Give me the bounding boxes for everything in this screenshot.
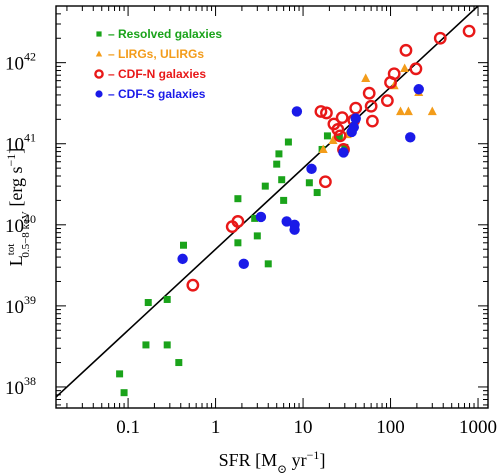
x-tick-label: 10 xyxy=(294,417,313,438)
data-point-circle xyxy=(338,147,349,158)
data-point-square xyxy=(234,239,242,247)
data-point-square xyxy=(305,179,313,187)
legend-item: – CDF-S galaxies xyxy=(95,87,206,101)
data-point-square xyxy=(251,214,259,222)
data-point-square xyxy=(163,295,171,303)
data-point-square xyxy=(323,132,331,140)
series-square xyxy=(116,132,349,397)
data-point-triangle xyxy=(403,106,413,116)
data-point-open-circle xyxy=(320,106,333,120)
y-tick-label: 1039 xyxy=(5,293,36,318)
data-point-open-circle xyxy=(433,31,447,45)
data-point-square xyxy=(163,341,171,349)
data-point-square xyxy=(341,143,349,151)
data-point-square xyxy=(175,359,183,367)
data-point-open-circle xyxy=(333,129,347,143)
data-point-circle xyxy=(281,216,292,227)
x-tick-label: 1000 xyxy=(459,417,497,438)
data-point-open-circle xyxy=(364,99,378,113)
y-tick-label: 1041 xyxy=(5,131,36,156)
data-point-square xyxy=(253,232,261,240)
data-point-open-circle xyxy=(318,175,332,189)
y-tick-label: 1042 xyxy=(5,50,36,75)
x-axis-label: SFR [M⊙ yr−1] xyxy=(219,448,326,476)
legend-item: – CDF-N galaxies xyxy=(94,67,206,81)
legend-label: – LIRGs, ULIRGs xyxy=(108,47,204,61)
data-point-square xyxy=(144,299,152,307)
data-point-open-circle xyxy=(94,69,104,79)
data-point-open-circle xyxy=(387,67,401,81)
data-point-circle xyxy=(413,84,424,95)
data-point-square xyxy=(234,195,242,203)
data-point-open-circle xyxy=(362,86,376,100)
data-point-open-circle xyxy=(335,111,349,125)
y-tick-label: 1038 xyxy=(5,374,36,399)
data-point-open-circle xyxy=(409,62,423,76)
data-point-open-circle xyxy=(380,94,394,108)
data-point-square xyxy=(116,370,124,378)
data-point-square xyxy=(335,133,343,141)
data-point-open-circle xyxy=(331,123,345,136)
data-point-circle xyxy=(291,106,303,117)
x-tick-label: 0.1 xyxy=(116,417,140,438)
data-point-triangle xyxy=(318,144,328,154)
data-point-square xyxy=(284,138,292,146)
legend-label: – CDF-N galaxies xyxy=(108,67,206,81)
y-tick-label: 1040 xyxy=(5,212,36,237)
data-point-open-circle xyxy=(314,105,328,118)
data-point-open-circle xyxy=(186,278,200,292)
data-point-open-circle xyxy=(399,43,413,57)
data-point-square xyxy=(264,260,272,268)
legend-label: – CDF-S galaxies xyxy=(108,87,206,101)
data-point-square xyxy=(280,196,288,204)
legend-item: – LIRGs, ULIRGs xyxy=(95,47,204,61)
data-point-open-circle xyxy=(231,215,245,228)
data-point-circle xyxy=(348,121,359,133)
data-point-triangle xyxy=(328,135,338,144)
data-point-open-circle xyxy=(365,114,379,128)
data-point-square xyxy=(275,150,283,158)
data-point-circle xyxy=(350,113,361,124)
data-point-triangle xyxy=(400,63,410,72)
data-point-circle xyxy=(306,163,317,175)
data-point-circle xyxy=(238,258,249,270)
data-point-square xyxy=(96,31,102,37)
data-point-circle xyxy=(177,253,188,265)
legend: – Resolved galaxies – LIRGs, ULIRGs – CDF-… xyxy=(94,27,222,101)
legend-label: – Resolved galaxies xyxy=(108,27,222,41)
data-point-triangle xyxy=(361,73,371,82)
data-point-square xyxy=(142,341,150,349)
data-point-open-circle xyxy=(349,101,363,115)
data-point-triangle xyxy=(396,106,406,116)
data-point-circle xyxy=(405,132,416,143)
data-points xyxy=(116,24,476,397)
data-point-square xyxy=(180,241,188,249)
x-tick-label: 1 xyxy=(211,417,221,438)
y-axis-label: Ltot 0.5−8 keV [erg s−1] xyxy=(4,148,32,267)
data-point-square xyxy=(261,182,269,190)
series-filled-circle xyxy=(177,84,424,270)
data-point-triangle xyxy=(95,50,103,57)
series-open-circle xyxy=(186,24,476,292)
plot-frame xyxy=(55,5,489,409)
data-point-square xyxy=(273,160,281,168)
x-tick-label: 100 xyxy=(376,417,405,438)
axis-ticks: 0.1 1 10 100 1000 1038 1039 1040 1041 1042 xyxy=(5,5,497,438)
data-point-circle xyxy=(289,224,300,235)
data-point-circle xyxy=(95,90,103,98)
data-point-circle xyxy=(255,211,267,223)
data-point-square xyxy=(313,189,321,197)
data-point-square xyxy=(278,176,286,184)
data-point-triangle xyxy=(427,106,437,116)
data-point-open-circle xyxy=(462,24,476,38)
legend-item: – Resolved galaxies xyxy=(96,27,222,41)
data-point-square xyxy=(120,389,128,397)
